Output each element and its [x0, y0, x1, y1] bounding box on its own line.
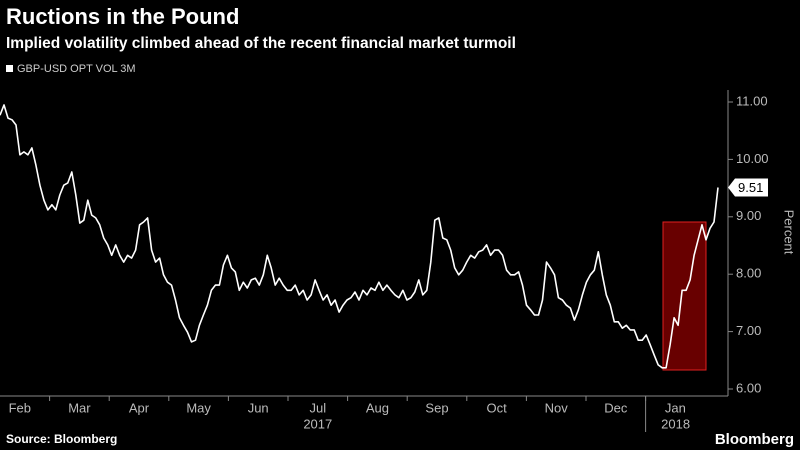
- y-axis-label: Percent: [782, 210, 797, 255]
- y-tick-label: 8.00: [736, 266, 761, 281]
- chart-subtitle: Implied volatility climbed ahead of the …: [6, 35, 516, 52]
- x-tick-label: Jul: [309, 400, 326, 415]
- x-tick-label: Apr: [129, 400, 150, 415]
- source: Source: Bloomberg: [6, 432, 117, 446]
- line-series: [0, 104, 719, 369]
- y-tick-label: 10.00: [736, 151, 769, 166]
- x-tick-label: May: [186, 400, 211, 415]
- chart-title: Ructions in the Pound: [6, 4, 239, 29]
- year-label: 2018: [661, 416, 690, 431]
- x-tick-label: Aug: [366, 400, 389, 415]
- y-tick-label: 7.00: [736, 323, 761, 338]
- year-label: 2017: [303, 416, 332, 431]
- brand: Bloomberg: [715, 431, 794, 448]
- x-tick-label: Dec: [604, 400, 628, 415]
- last-value-label: 9.51: [738, 180, 763, 195]
- legend-swatch: [6, 65, 13, 72]
- x-tick-label: Nov: [545, 400, 569, 415]
- last-value-tag: [728, 178, 768, 197]
- legend-label: GBP-USD OPT VOL 3M: [17, 63, 136, 75]
- x-tick-label: Sep: [425, 400, 448, 415]
- y-tick-label: 11.00: [736, 93, 768, 108]
- y-tick-label: 9.00: [736, 208, 761, 223]
- y-tick-label: 6.00: [736, 380, 761, 395]
- x-tick-label: Jun: [248, 400, 269, 415]
- x-tick-label: Feb: [9, 400, 31, 415]
- x-tick-label: Oct: [486, 400, 507, 415]
- x-tick-label: Mar: [68, 400, 91, 415]
- x-tick-label: Jan: [665, 400, 686, 415]
